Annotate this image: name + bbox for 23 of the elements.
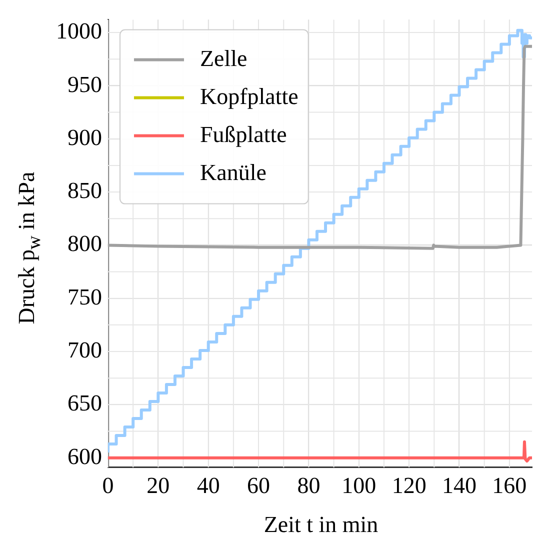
y-tick-label: 750 (68, 284, 102, 310)
y-tick-label: 600 (68, 444, 102, 469)
y-tick-label: 1000 (56, 18, 102, 44)
x-tick-label: 20 (146, 473, 170, 498)
y-tick-label: 650 (68, 390, 102, 416)
x-axis-title: Zeit t in min (264, 512, 378, 538)
y-tick-label: 850 (68, 178, 102, 204)
legend-label: Kanüle (200, 160, 266, 185)
x-tick-label: 0 (102, 473, 114, 498)
legend-label: Fußplatte (200, 122, 287, 147)
x-tick-label: 120 (392, 473, 426, 498)
x-tick-label: 100 (342, 473, 376, 498)
y-tick-label: 800 (68, 231, 102, 256)
x-tick-label: 60 (247, 473, 270, 498)
x-tick-label: 80 (297, 473, 320, 498)
legend-label: Kopfplatte (200, 84, 298, 109)
x-tick-label: 140 (442, 473, 476, 498)
y-tick-label: 900 (68, 124, 102, 150)
x-tick-label: 160 (492, 473, 527, 498)
y-tick-label: 950 (68, 72, 102, 97)
x-tick-label: 40 (196, 473, 220, 498)
legend-label: Zelle (200, 46, 248, 71)
y-tick-label: 700 (68, 338, 102, 363)
